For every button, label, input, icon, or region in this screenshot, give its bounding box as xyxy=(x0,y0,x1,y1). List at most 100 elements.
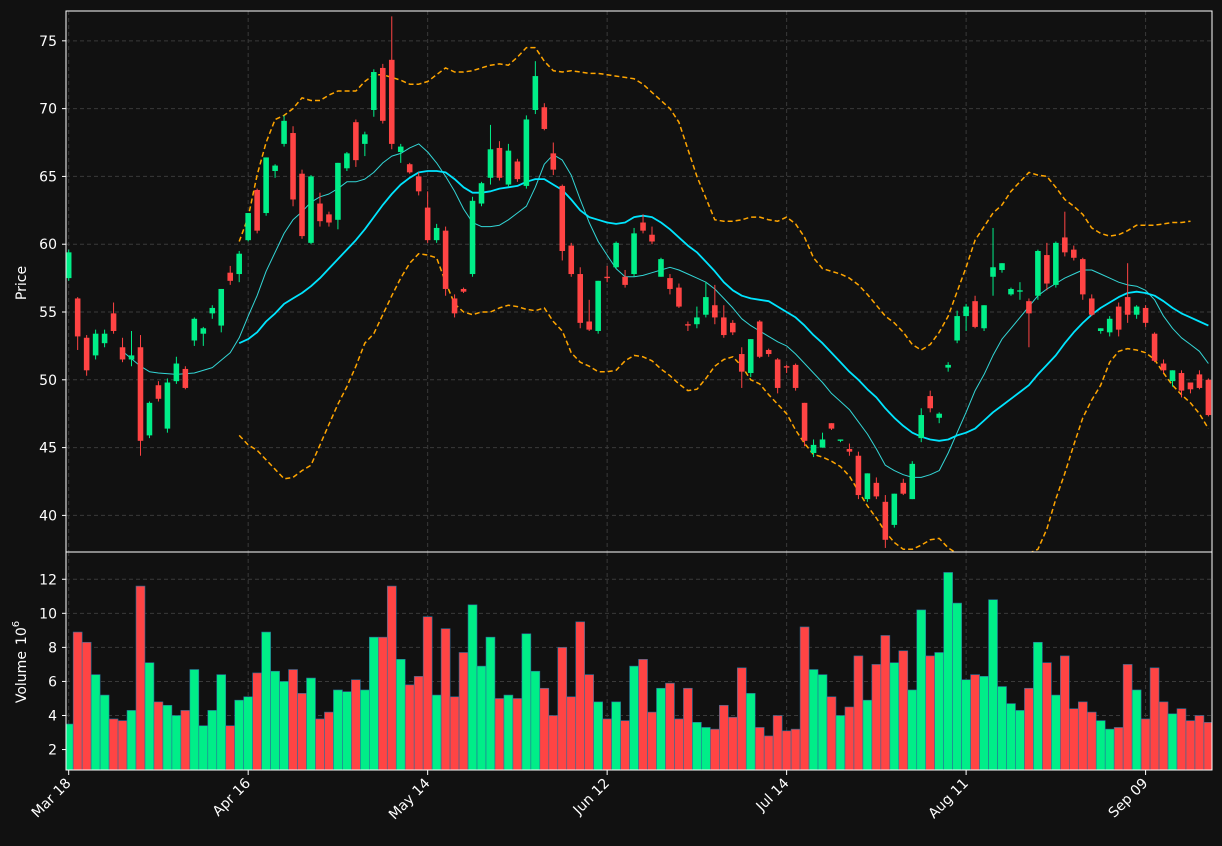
candle-body xyxy=(568,245,575,275)
volume-bar xyxy=(261,631,271,770)
candle-body xyxy=(765,349,772,355)
candle-body xyxy=(846,448,853,452)
candle-body xyxy=(362,134,368,144)
price-tick-label: 40 xyxy=(39,508,57,524)
candle-body xyxy=(819,439,826,448)
volume-bar xyxy=(252,672,262,770)
volume-bar xyxy=(243,696,253,770)
volume-bar xyxy=(934,652,944,770)
candle-body xyxy=(460,288,467,292)
candle-body xyxy=(1026,301,1032,314)
price-y-axis: 40 45 50 55 60 65 70 75 xyxy=(39,34,66,524)
volume-axis-label-unit: 10 xyxy=(14,627,30,645)
candle-body xyxy=(945,364,951,368)
candle-body xyxy=(200,328,207,334)
volume-bar xyxy=(512,698,523,770)
volume-bar xyxy=(584,674,594,770)
volume-bar xyxy=(225,725,236,770)
volume-axis-label-exponent: 6 xyxy=(11,621,22,627)
volume-bar xyxy=(1203,722,1212,770)
candle-body xyxy=(424,207,431,241)
price-tick-label: 50 xyxy=(39,373,57,389)
candle-body xyxy=(128,355,135,360)
candle-body xyxy=(882,501,889,540)
volume-bar xyxy=(1194,715,1205,770)
candle-body xyxy=(658,259,664,277)
volume-bar xyxy=(1077,701,1088,770)
volume-tick-label: 6 xyxy=(48,674,57,690)
volume-bar xyxy=(997,686,1007,770)
candle-body xyxy=(738,354,745,372)
candle-body xyxy=(900,482,907,494)
volume-bar xyxy=(683,687,693,770)
candle-body xyxy=(918,415,925,439)
volume-bar xyxy=(620,720,630,770)
candle-body xyxy=(640,222,646,231)
volume-bar xyxy=(692,722,702,770)
bollinger-upper-line xyxy=(238,46,1191,351)
candle-body xyxy=(990,267,996,277)
volume-bar xyxy=(988,599,998,770)
volume-bar xyxy=(1095,720,1106,770)
volume-tick-label: 4 xyxy=(48,709,57,725)
candle-body xyxy=(864,473,871,500)
volume-bar xyxy=(1113,727,1124,770)
volume-bar xyxy=(907,689,918,770)
candle-body xyxy=(532,76,539,110)
candle-body xyxy=(685,324,691,326)
volume-bar xyxy=(1149,667,1160,770)
candle-body xyxy=(954,316,960,341)
candle-body xyxy=(182,368,189,388)
candle-body xyxy=(712,305,718,318)
volume-bar xyxy=(745,693,756,770)
candle-body xyxy=(496,147,503,178)
candle-body xyxy=(1187,382,1194,390)
volume-bar xyxy=(1167,713,1178,770)
volume-bar xyxy=(1140,718,1151,770)
price-tick-label: 75 xyxy=(39,34,57,50)
volume-bar xyxy=(1086,711,1097,770)
candle-body xyxy=(1106,318,1113,333)
candle-body xyxy=(595,280,601,331)
candle-body xyxy=(604,276,610,279)
candle-body xyxy=(353,122,359,161)
candle-body xyxy=(586,321,592,330)
volume-bar xyxy=(135,585,146,770)
candle-body xyxy=(828,423,835,429)
volume-bar xyxy=(395,658,406,770)
volume-bar xyxy=(144,662,155,770)
candle-body xyxy=(137,347,144,441)
candle-body xyxy=(119,347,126,360)
candle-body xyxy=(487,149,494,178)
volume-bar xyxy=(81,641,92,770)
volume-bar xyxy=(126,710,137,770)
volume-bar xyxy=(458,652,469,770)
candle-body xyxy=(1151,333,1158,361)
volume-bar xyxy=(171,715,182,770)
candle-body xyxy=(146,402,153,436)
volume-bar xyxy=(781,730,792,770)
candle-body xyxy=(1008,288,1014,295)
candle-body xyxy=(380,67,386,121)
volume-bar xyxy=(970,674,980,770)
volume-bar xyxy=(1185,720,1196,770)
candle-body xyxy=(747,339,754,374)
volume-bar xyxy=(422,616,433,770)
volume-bar xyxy=(880,635,891,770)
volume-bar xyxy=(485,636,496,770)
volume-bar xyxy=(701,727,711,770)
volume-bar xyxy=(754,727,765,770)
candle-body xyxy=(1062,237,1068,253)
candle-body xyxy=(101,333,108,344)
volume-bar xyxy=(916,609,927,770)
candle-body xyxy=(981,305,987,329)
candle-body xyxy=(1071,249,1077,258)
volume-bar xyxy=(378,636,388,770)
candle-body xyxy=(451,298,458,314)
volume-bar xyxy=(324,711,334,770)
volume-bar xyxy=(575,621,586,770)
volume-bar xyxy=(817,674,828,770)
volume-bar xyxy=(1033,641,1043,770)
volume-bar xyxy=(1122,664,1133,770)
volume-bar xyxy=(440,628,451,770)
